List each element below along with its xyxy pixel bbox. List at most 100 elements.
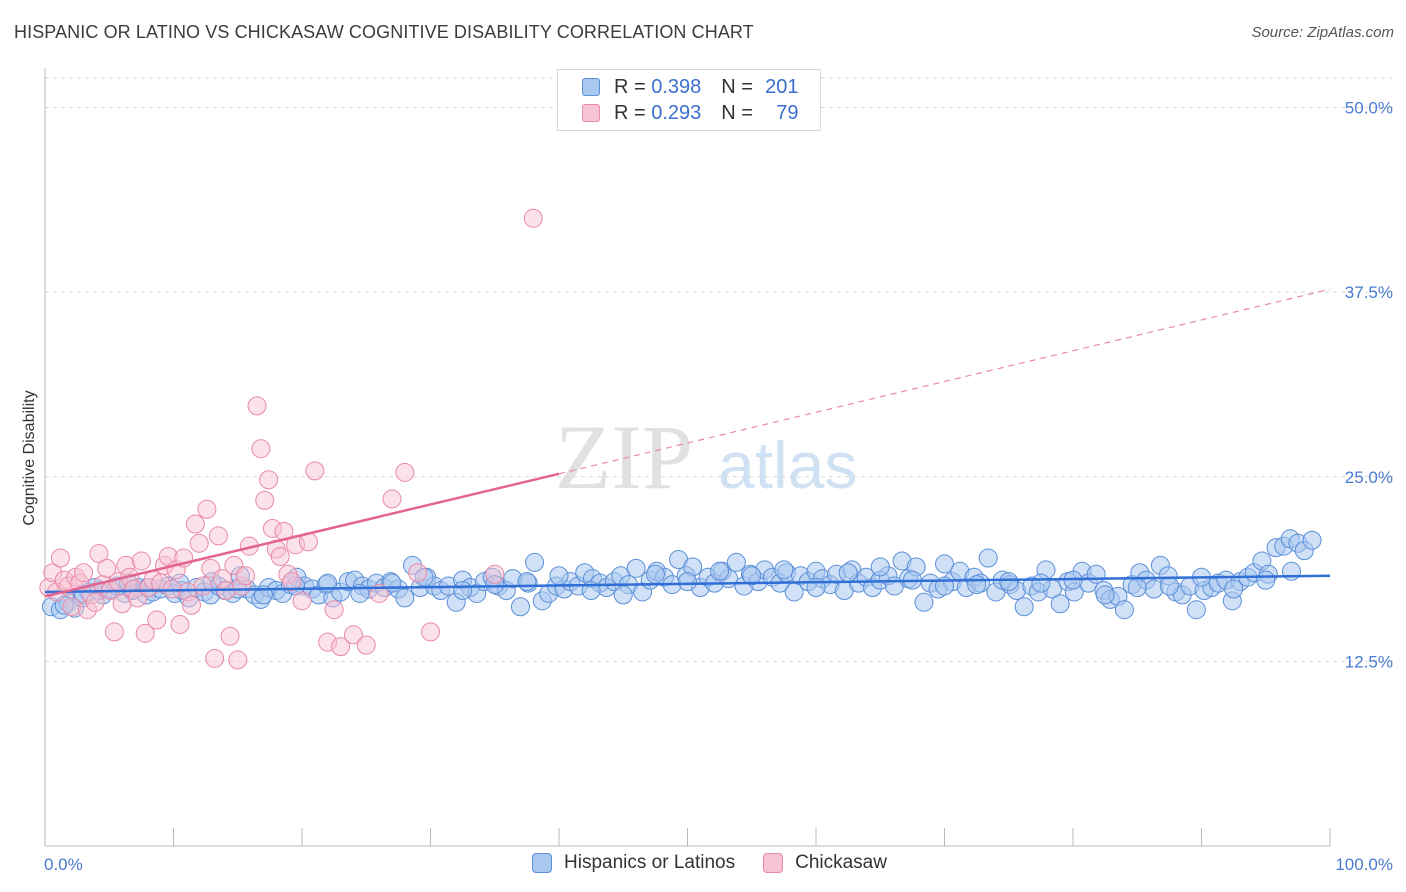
data-point-hispanics bbox=[1086, 564, 1106, 584]
legend-r-label: R = bbox=[614, 101, 646, 124]
legend-n-label: N = bbox=[721, 101, 753, 124]
data-point-hispanics bbox=[613, 585, 633, 605]
data-point-chickasaw bbox=[235, 566, 255, 586]
data-point-hispanics bbox=[742, 566, 762, 586]
data-point-hispanics bbox=[645, 564, 665, 584]
stats-legend: R = 0.398 N = 201 R = 0.293 N = 79 bbox=[557, 69, 821, 131]
data-point-chickasaw bbox=[185, 514, 205, 534]
data-point-hispanics bbox=[838, 563, 858, 583]
data-point-hispanics bbox=[967, 575, 987, 595]
axis-labels: 12.5% 25.0% 37.5% 50.0% 0.0% 100.0% Cognitive … bbox=[21, 99, 1393, 874]
legend-n-label: N = bbox=[721, 75, 753, 98]
y-tick-label: 50.0% bbox=[1345, 99, 1393, 118]
watermark: ZIP atlas bbox=[555, 406, 857, 508]
data-point-chickasaw bbox=[104, 622, 124, 642]
data-point-chickasaw bbox=[251, 439, 271, 459]
data-point-hispanics bbox=[1144, 579, 1164, 599]
data-point-hispanics bbox=[453, 580, 473, 600]
data-point-chickasaw bbox=[135, 623, 155, 643]
data-point-hispanics bbox=[678, 572, 697, 592]
legend-item-chickasaw[interactable]: Chickasaw bbox=[763, 852, 887, 874]
data-point-chickasaw bbox=[97, 558, 117, 578]
legend-r-label: R = bbox=[614, 75, 646, 98]
data-point-chickasaw bbox=[205, 648, 225, 668]
legend-r-value: 0.293 bbox=[651, 101, 702, 124]
data-point-chickasaw bbox=[89, 544, 109, 564]
y-tick-label: 37.5% bbox=[1345, 283, 1393, 302]
data-point-chickasaw bbox=[382, 489, 402, 509]
legend-row-chickasaw: R = 0.293 N = 79 bbox=[582, 101, 799, 125]
data-point-hispanics bbox=[935, 554, 954, 574]
data-point-chickasaw bbox=[162, 579, 182, 599]
data-point-chickasaw bbox=[255, 490, 275, 510]
data-point-hispanics bbox=[1159, 576, 1179, 596]
x-tick-label-min: 0.0% bbox=[44, 855, 83, 874]
legend-row-hispanics: R = 0.398 N = 201 bbox=[582, 75, 799, 99]
data-point-chickasaw bbox=[408, 563, 428, 583]
data-point-chickasaw bbox=[85, 592, 105, 612]
series-chickasaw-points bbox=[39, 208, 543, 670]
data-point-hispanics bbox=[510, 597, 530, 617]
data-point-hispanics bbox=[774, 560, 794, 580]
trend-line-chickasaw-extension bbox=[558, 288, 1331, 475]
legend-swatch-pink bbox=[763, 853, 784, 873]
data-point-hispanics bbox=[978, 548, 998, 568]
watermark-zip: ZIP bbox=[555, 406, 693, 508]
legend-item-hispanics[interactable]: Hispanics or Latinos bbox=[532, 852, 735, 874]
data-point-hispanics bbox=[549, 566, 569, 586]
data-point-chickasaw bbox=[523, 208, 543, 228]
data-point-chickasaw bbox=[324, 600, 344, 620]
data-point-hispanics bbox=[1014, 597, 1034, 617]
data-point-chickasaw bbox=[62, 597, 82, 617]
legend-label-hispanics: Hispanics or Latinos bbox=[564, 852, 736, 873]
data-point-chickasaw bbox=[343, 625, 363, 645]
data-point-chickasaw bbox=[282, 572, 302, 592]
legend-n-value: 201 bbox=[765, 75, 799, 98]
data-point-hispanics bbox=[914, 592, 934, 612]
data-point-chickasaw bbox=[147, 610, 167, 630]
data-point-hispanics bbox=[1281, 561, 1301, 581]
y-tick-label: 25.0% bbox=[1345, 468, 1393, 487]
data-point-chickasaw bbox=[270, 547, 290, 567]
data-point-hispanics bbox=[517, 572, 537, 592]
watermark-atlas: atlas bbox=[718, 428, 857, 502]
legend-swatch-blue bbox=[582, 78, 600, 96]
y-axis-title: Cognitive Disability bbox=[21, 390, 38, 525]
data-point-chickasaw bbox=[247, 396, 267, 416]
data-point-hispanics bbox=[1186, 600, 1206, 620]
data-point-hispanics bbox=[1050, 594, 1070, 614]
data-point-chickasaw bbox=[170, 614, 190, 634]
source-label: Source: ZipAtlas.com bbox=[1251, 24, 1394, 41]
data-point-hispanics bbox=[395, 588, 415, 608]
x-tick-label-max: 100.0% bbox=[1335, 855, 1393, 874]
data-point-chickasaw bbox=[181, 595, 201, 615]
y-tick-label: 12.5% bbox=[1345, 652, 1393, 671]
legend-swatch-blue bbox=[532, 853, 552, 873]
data-point-hispanics bbox=[710, 561, 730, 581]
data-point-chickasaw bbox=[305, 461, 325, 481]
series-legend: Hispanics or Latinos Chickasaw bbox=[532, 852, 915, 874]
data-point-chickasaw bbox=[74, 563, 94, 583]
legend-swatch-pink bbox=[582, 104, 600, 122]
data-point-hispanics bbox=[1031, 573, 1051, 593]
data-point-chickasaw bbox=[228, 650, 248, 670]
data-point-hispanics bbox=[870, 557, 890, 577]
data-point-chickasaw bbox=[421, 622, 440, 642]
data-point-chickasaw bbox=[131, 551, 151, 571]
data-point-hispanics bbox=[999, 572, 1019, 592]
axes bbox=[44, 68, 1331, 847]
data-point-chickasaw bbox=[189, 533, 209, 553]
trend-line-chickasaw bbox=[44, 472, 560, 598]
data-point-chickasaw bbox=[331, 637, 351, 657]
data-point-chickasaw bbox=[193, 576, 213, 596]
data-point-hispanics bbox=[1256, 570, 1276, 590]
data-point-chickasaw bbox=[220, 626, 240, 646]
data-point-hispanics bbox=[1302, 530, 1322, 550]
legend-label-chickasaw: Chickasaw bbox=[795, 852, 887, 873]
data-point-chickasaw bbox=[485, 564, 505, 584]
trend-line-hispanics bbox=[44, 574, 1331, 594]
data-point-chickasaw bbox=[197, 499, 217, 519]
trend-lines bbox=[44, 288, 1331, 598]
legend-n-value: 79 bbox=[776, 101, 799, 124]
